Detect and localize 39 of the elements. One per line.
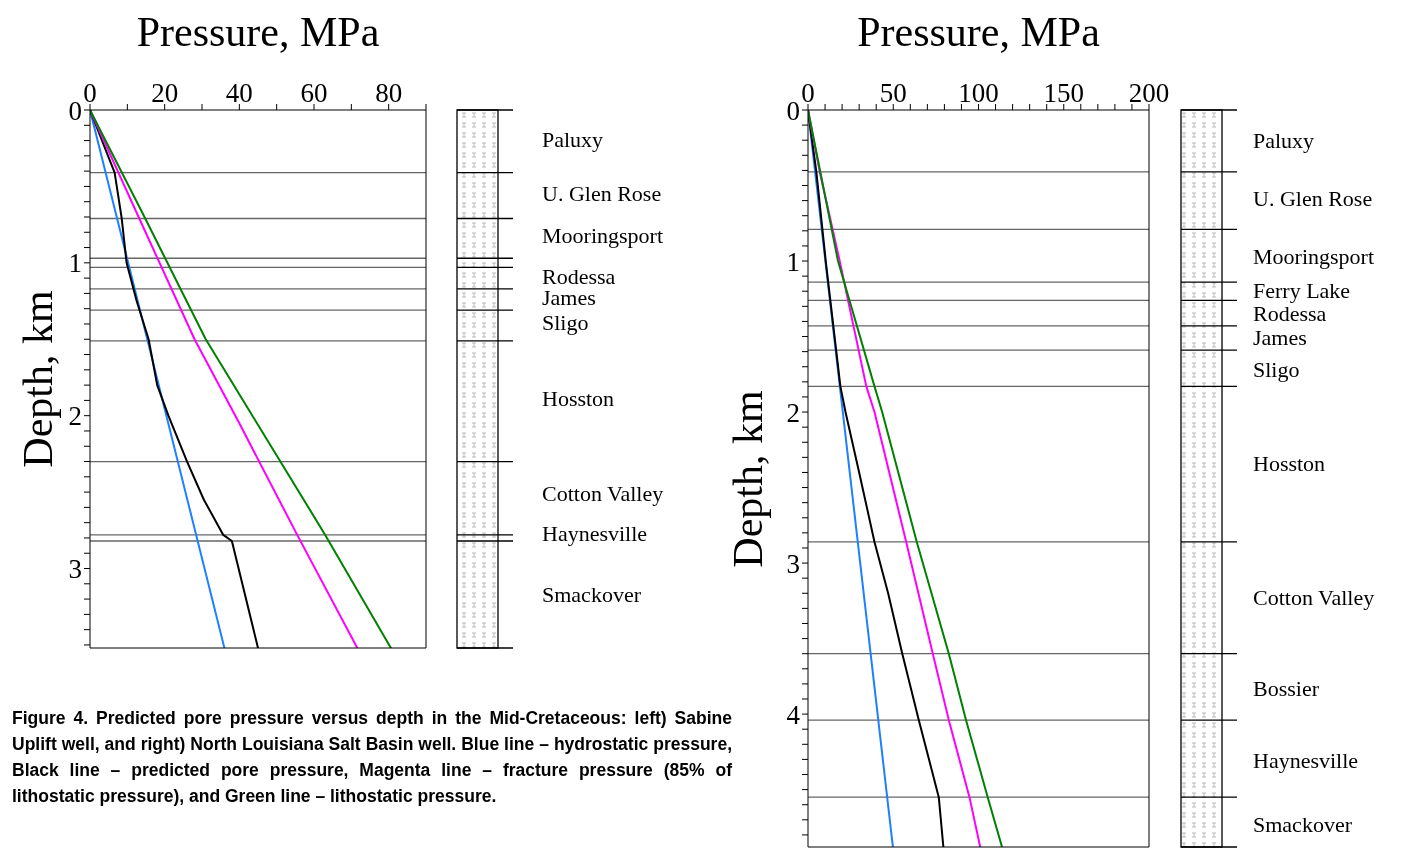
text: Cotton Valley <box>1253 585 1375 611</box>
text: Haynesville <box>542 521 648 547</box>
x-tick-label: 150 <box>1043 78 1084 108</box>
y-tick-label: 4 <box>786 699 801 730</box>
y-tick-label: 2 <box>786 397 800 428</box>
y-axis-title: Depth, km <box>14 289 62 470</box>
text: Paluxy <box>542 127 604 153</box>
text: Mooringsport <box>542 223 663 249</box>
text: U. Glen Rose <box>542 181 662 207</box>
text: Cotton Valley <box>542 481 664 507</box>
text: Sligo <box>1253 357 1300 383</box>
x-tick-label: 40 <box>225 78 253 108</box>
x-axis-title: Pressure, MPa <box>135 8 381 56</box>
x-tick-label: 200 <box>1128 78 1170 108</box>
text: Haynesville <box>1253 748 1359 774</box>
x-tick-label: 100 <box>958 78 999 108</box>
text: Sligo <box>542 310 589 336</box>
y-tick-label: 1 <box>68 248 82 279</box>
text: Hosston <box>542 386 615 412</box>
y-tick-label: 3 <box>68 554 82 585</box>
text: Ferry Lake <box>1253 278 1351 304</box>
text: U. Glen Rose <box>1253 186 1373 212</box>
x-tick-label: 20 <box>151 78 179 108</box>
text: Smackover <box>1253 812 1353 838</box>
caption: Figure 4. Predicted pore pressure versus depth in the Mid-Cretaceous: left) Sabine Uplift well, and right) North Louisiana Salt Basin well. Blue line – hydrostatic pressure, Black line – predicted pore pressure, Magenta line – fracture pressure (85% of lithostatic pressure), and Green line – lithostatic pressure. <box>12 707 732 808</box>
x-tick-label: 60 <box>300 78 328 108</box>
text: Paluxy <box>1253 128 1315 154</box>
text: Mooringsport <box>1253 244 1374 270</box>
text: Bossier <box>1253 676 1320 702</box>
x-tick-label: 80 <box>375 78 403 108</box>
text: James <box>1253 325 1307 351</box>
y-axis-title: Depth, km <box>724 388 772 570</box>
text: Smackover <box>542 582 642 608</box>
y-tick-label: 2 <box>68 401 82 432</box>
x-tick-label: 50 <box>879 78 907 108</box>
y-tick-label: 1 <box>786 246 800 277</box>
text: Hosston <box>1253 451 1326 477</box>
x-axis-title: Pressure, MPa <box>856 8 1101 56</box>
y-tick-label: 3 <box>786 548 800 579</box>
